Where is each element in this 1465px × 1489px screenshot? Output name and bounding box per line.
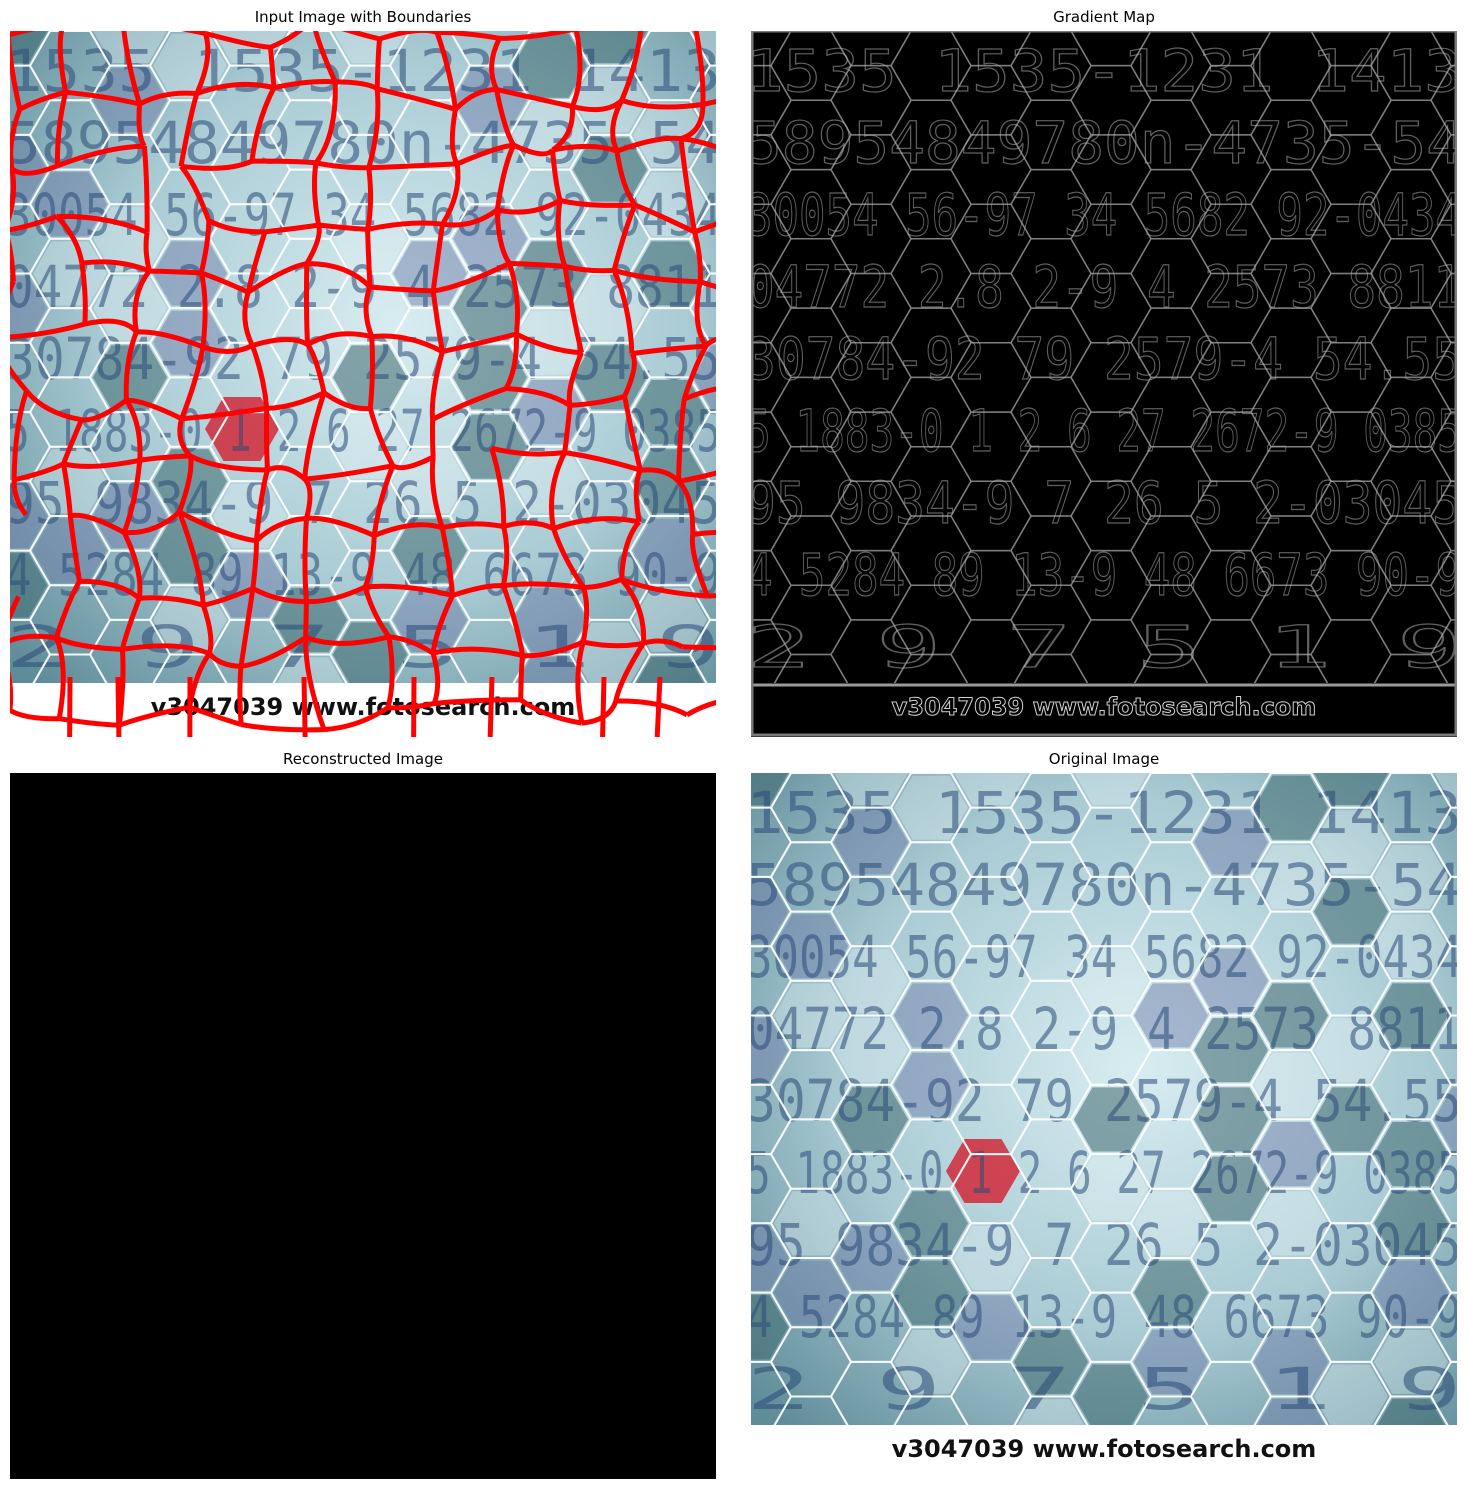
svg-text:5 1883-0 1 2 6 27 2672-9 0385: 5 1883-0 1 2 6 27 2672-9 0385 — [751, 397, 1457, 465]
svg-text:95 9834-9 7 26 5 2-03045: 95 9834-9 7 26 5 2-03045 — [751, 469, 1457, 537]
segment-boundaries — [10, 31, 716, 737]
gradient-map-image: 1535 1535-1231 1413 58954849780n-4735-54 3… — [751, 31, 1457, 737]
svg-text:04772 2.8 2-9 4 2573 8811: 04772 2.8 2-9 4 2573 8811 — [751, 995, 1457, 1063]
svg-text:2 9 7 5 1 9: 2 9 7 5 1 9 — [751, 1355, 1457, 1423]
gradient-edges: 1535 1535-1231 141358954849780n-4735-543… — [751, 31, 1457, 737]
watermark-text: v3047039 www.fotosearch.com — [892, 1435, 1317, 1463]
svg-text:30054 56-97 34 5682 92-0434: 30054 56-97 34 5682 92-0434 — [751, 181, 1457, 249]
title-reconstructed: Reconstructed Image — [283, 750, 443, 768]
original-image: 1535 1535-1231 1413 58954849780n-4735-54 3… — [751, 773, 1457, 1479]
svg-text:95 9834-9 7 26 5 2-03045: 95 9834-9 7 26 5 2-03045 — [751, 1211, 1457, 1279]
svg-text:4 5284 89 13-9 48 6673 90-9: 4 5284 89 13-9 48 6673 90-9 — [751, 1283, 1457, 1351]
svg-text:4 5284 89 13-9 48 6673 90-9: 4 5284 89 13-9 48 6673 90-9 — [751, 541, 1457, 609]
input-image-with-boundaries: 1535 1535-1231 1413 58954849780n-4735-54 3… — [10, 31, 716, 737]
svg-text:04772 2.8 2-9 4 2573 8811: 04772 2.8 2-9 4 2573 8811 — [751, 253, 1457, 321]
svg-text:30054 56-97 34 5682 92-0434: 30054 56-97 34 5682 92-0434 — [751, 923, 1457, 991]
title-gradient-map: Gradient Map — [1053, 8, 1155, 26]
svg-text:58954849780n-4735-54: 58954849780n-4735-54 — [751, 851, 1457, 919]
svg-text:30784-92 79 2579-4 54.55: 30784-92 79 2579-4 54.55 — [751, 1067, 1457, 1135]
title-input-boundaries: Input Image with Boundaries — [254, 8, 472, 26]
svg-text:30784-92 79 2579-4 54.55: 30784-92 79 2579-4 54.55 — [751, 325, 1457, 393]
reconstructed-image — [10, 773, 716, 1479]
svg-text:1535 1535-1231 1413: 1535 1535-1231 1413 — [10, 37, 716, 105]
title-original: Original Image — [1048, 750, 1160, 768]
svg-text:30054 56-97 34 5682 92-0434: 30054 56-97 34 5682 92-0434 — [10, 181, 716, 249]
svg-text:2 9 7 5 1 9: 2 9 7 5 1 9 — [751, 613, 1457, 681]
svg-text:58954849780n-4735-54: 58954849780n-4735-54 — [751, 109, 1457, 177]
watermark-edge-text: v3047039 www.fotosearch.com — [892, 693, 1317, 721]
svg-text:4 5284 89 13-9 48 6673 90-9: 4 5284 89 13-9 48 6673 90-9 — [10, 541, 716, 609]
svg-text:1535 1535-1231 1413: 1535 1535-1231 1413 — [751, 779, 1457, 847]
svg-text:5 1883-0 1 2 6 27 2672-9 0385: 5 1883-0 1 2 6 27 2672-9 0385 — [751, 1139, 1457, 1207]
svg-text:1535 1535-1231 1413: 1535 1535-1231 1413 — [751, 37, 1457, 105]
